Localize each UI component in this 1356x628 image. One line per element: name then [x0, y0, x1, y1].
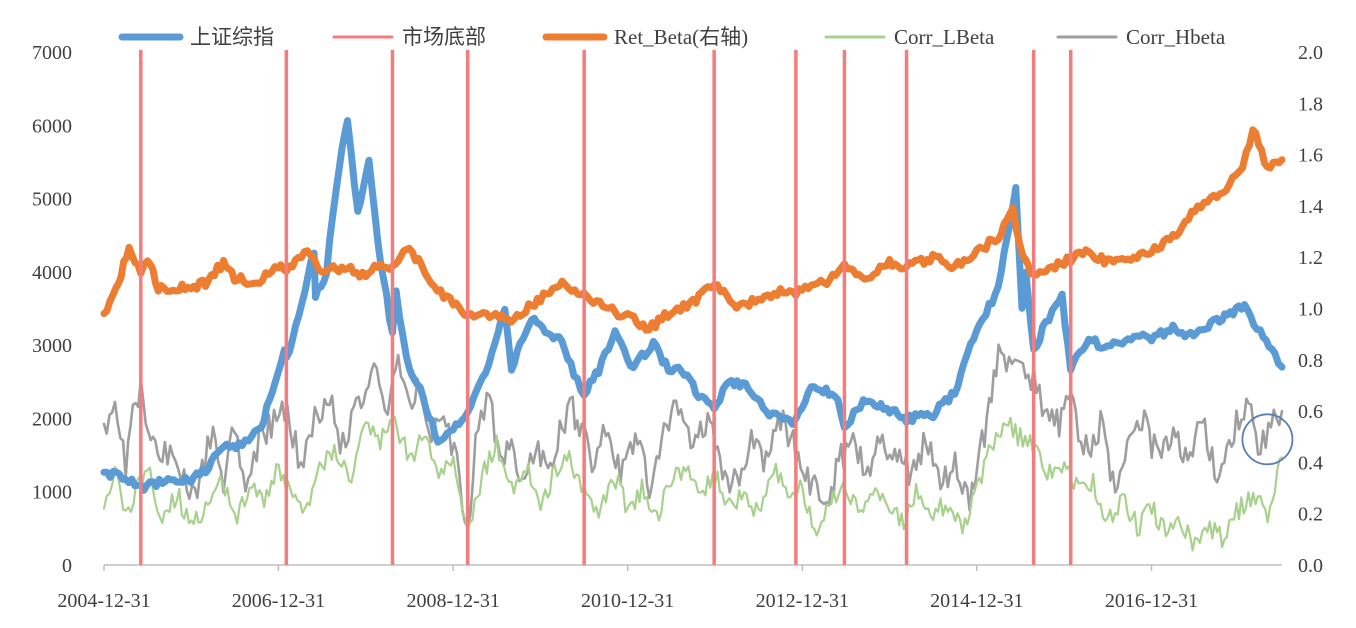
y-right-tick-label: 1.0: [1298, 299, 1323, 321]
y-left-tick-label: 1000: [32, 482, 72, 504]
y-right-tick-label: 0.6: [1298, 401, 1323, 423]
legend-label-corr_lbeta: Corr_LBeta: [894, 25, 995, 49]
y-right-tick-label: 0.4: [1298, 452, 1323, 474]
y-right-tick-label: 1.8: [1298, 93, 1323, 115]
annotation-circle: [1241, 413, 1294, 466]
annotations: [1241, 413, 1294, 466]
x-tick-label: 2008-12-31: [407, 590, 500, 612]
legend-label-index: 上证综指: [190, 25, 274, 49]
x-tick-label: 2010-12-31: [581, 590, 674, 612]
x-tick-label: 2016-12-31: [1105, 590, 1198, 612]
y-left-tick-label: 0: [62, 555, 72, 577]
y-left-tick-label: 3000: [32, 335, 72, 357]
y-left-tick-label: 5000: [32, 189, 72, 211]
series-lines: [100, 117, 1286, 552]
legend-label-bottoms: 市场底部: [402, 25, 486, 49]
y-left-tick-label: 7000: [32, 42, 72, 64]
y-left-tick-label: 6000: [32, 115, 72, 137]
x-tick-label: 2006-12-31: [232, 590, 325, 612]
axes: 2004-12-31 2006-12-31 2008-12-31 2010-12-31…: [32, 42, 1323, 612]
y-right-tick-label: 1.6: [1298, 145, 1323, 167]
y-right-tick-label: 0.0: [1298, 555, 1323, 577]
y-right-tick-label: 2.0: [1298, 42, 1323, 64]
series-line-corr_hbeta: [102, 343, 1284, 529]
x-tick-label: 2004-12-31: [57, 590, 150, 612]
y-right-tick-label: 0.2: [1298, 504, 1323, 526]
y-right-tick-label: 1.4: [1298, 196, 1323, 218]
y-left-tick-label: 4000: [32, 262, 72, 284]
series-line-index: [100, 117, 1286, 494]
y-left-tick-label: 2000: [32, 408, 72, 430]
legend: 上证综指 市场底部 Ret_Beta(右轴) Corr_LBeta Corr_Hbeta: [118, 25, 1226, 49]
legend-label-ret_beta: Ret_Beta(右轴): [614, 25, 748, 49]
market-bottom-lines: [139, 50, 1073, 565]
x-tick-label: 2012-12-31: [756, 590, 849, 612]
y-right-tick-label: 1.2: [1298, 247, 1323, 269]
series-line-ret_beta: [100, 126, 1286, 334]
x-tick-label: 2014-12-31: [930, 590, 1023, 612]
legend-label-corr_hbeta: Corr_Hbeta: [1126, 25, 1226, 49]
y-right-tick-label: 0.8: [1298, 350, 1323, 372]
series-line-corr_lbeta: [102, 416, 1284, 552]
